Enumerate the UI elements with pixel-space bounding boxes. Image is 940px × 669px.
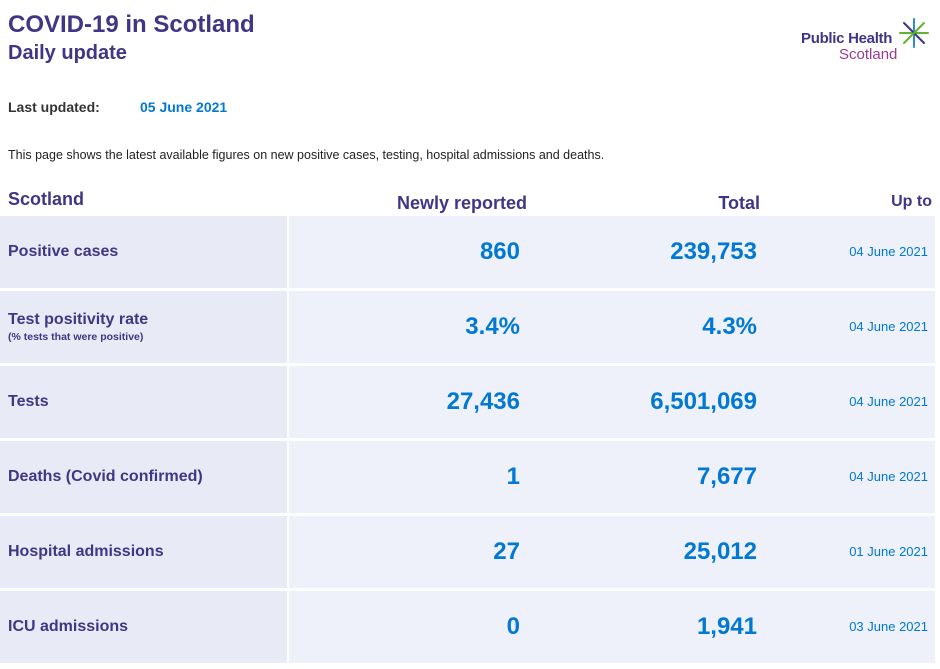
table-row: Hospital admissions 27 25,012 01 June 20… xyxy=(0,516,940,588)
newly-reported-value: 860 xyxy=(479,238,520,265)
up-to-date: 01 June 2021 xyxy=(849,544,928,559)
row-value-cell xyxy=(289,516,935,588)
last-updated-date: 05 June 2021 xyxy=(140,99,228,115)
logo-text-public-health: Public Health xyxy=(801,30,893,47)
column-header-newly-reported: Newly reported xyxy=(396,193,527,213)
up-to-date: 04 June 2021 xyxy=(849,244,928,259)
page-subtitle: Daily update xyxy=(8,42,127,64)
up-to-date: 03 June 2021 xyxy=(849,619,928,634)
intro-text: This page shows the latest available fig… xyxy=(8,148,605,162)
row-label: Positive cases xyxy=(8,243,119,260)
row-label: Deaths (Covid confirmed) xyxy=(8,468,203,485)
newly-reported-value: 27,436 xyxy=(446,388,520,415)
up-to-date: 04 June 2021 xyxy=(849,394,928,409)
total-value: 1,941 xyxy=(696,613,757,640)
row-label-cell: Positive cases xyxy=(0,216,287,288)
table-row: Test positivity rate (% tests that were … xyxy=(0,291,940,363)
up-to-date: 04 June 2021 xyxy=(849,319,928,334)
table-row: Positive cases 860 239,753 04 June 2021 xyxy=(0,216,940,288)
logo-star-icon xyxy=(899,18,929,48)
total-value: 4.3% xyxy=(702,313,757,340)
row-value-cell xyxy=(289,591,935,663)
row-value-cell xyxy=(289,291,935,363)
total-value: 7,677 xyxy=(696,463,757,490)
total-value: 25,012 xyxy=(683,538,757,565)
row-label-cell: Test positivity rate (% tests that were … xyxy=(0,291,287,363)
row-label: ICU admissions xyxy=(8,618,129,635)
row-sublabel: (% tests that were positive) xyxy=(8,331,144,343)
stats-table: Positive cases 860 239,753 04 June 2021 … xyxy=(0,216,940,666)
total-value: 239,753 xyxy=(670,238,757,265)
total-value: 6,501,069 xyxy=(650,388,757,415)
newly-reported-value: 27 xyxy=(493,538,520,565)
row-label: Test positivity rate xyxy=(8,311,149,328)
newly-reported-value: 1 xyxy=(506,463,520,490)
page-title: COVID-19 in Scotland xyxy=(8,11,255,38)
column-header-region: Scotland xyxy=(8,189,85,209)
row-label-cell: ICU admissions xyxy=(0,591,287,663)
row-value-cell xyxy=(289,366,935,438)
row-label-cell: Tests xyxy=(0,366,287,438)
column-header-up-to: Up to xyxy=(891,193,932,210)
row-label: Hospital admissions xyxy=(8,543,164,560)
table-row: Tests 27,436 6,501,069 04 June 2021 xyxy=(0,366,940,438)
table-row: Deaths (Covid confirmed) 1 7,677 04 June… xyxy=(0,441,940,513)
table-row: ICU admissions 0 1,941 03 June 2021 xyxy=(0,591,940,663)
newly-reported-value: 0 xyxy=(506,613,520,640)
last-updated-label: Last updated: xyxy=(8,99,100,115)
newly-reported-value: 3.4% xyxy=(465,313,520,340)
phs-logo: Public Health Scotland xyxy=(795,14,935,70)
row-label-cell: Deaths (Covid confirmed) xyxy=(0,441,287,513)
column-header-total: Total xyxy=(718,193,760,213)
row-label: Tests xyxy=(8,393,49,410)
up-to-date: 04 June 2021 xyxy=(849,469,928,484)
row-value-cell xyxy=(289,441,935,513)
row-value-cell xyxy=(289,216,935,288)
row-label-cell: Hospital admissions xyxy=(0,516,287,588)
logo-text-scotland: Scotland xyxy=(839,46,898,63)
